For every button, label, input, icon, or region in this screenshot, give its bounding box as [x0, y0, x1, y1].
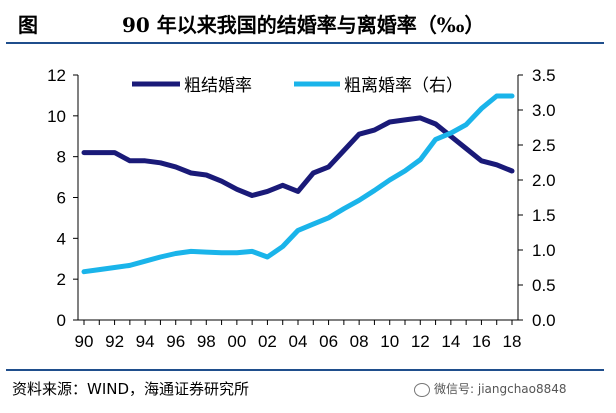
wechat-icon	[414, 382, 430, 397]
x-tick-label: 02	[258, 332, 277, 351]
x-tick-label: 96	[166, 332, 185, 351]
y-right-tick-label: 3.0	[532, 101, 556, 120]
x-tick-label: 14	[441, 332, 460, 351]
y-right-tick-label: 0.5	[532, 276, 556, 295]
x-tick-label: 10	[380, 332, 399, 351]
x-tick-label: 04	[289, 332, 308, 351]
watermark-text: 微信号: jiangchao8848	[434, 382, 567, 396]
y-left-tick-label: 8	[57, 148, 66, 167]
y-right-tick-label: 2.5	[532, 136, 556, 155]
x-tick-label: 16	[472, 332, 491, 351]
y-right-tick-label: 1.5	[532, 206, 556, 225]
chart-title: 90 年以来我国的结婚率与离婚率（‰）	[122, 13, 485, 37]
y-left-tick-label: 12	[47, 66, 66, 85]
y-right-tick-label: 1.0	[532, 241, 556, 260]
y-right-tick-label: 3.5	[532, 66, 556, 85]
x-tick-label: 94	[136, 332, 155, 351]
x-tick-label: 18	[503, 332, 522, 351]
title-bar: 图 90 年以来我国的结婚率与离婚率（‰）	[6, 4, 604, 44]
legend-label-divorce: 粗离婚率（右）	[344, 76, 463, 96]
x-tick-label: 12	[411, 332, 430, 351]
figure-label: 图	[18, 13, 38, 37]
x-tick-label: 08	[350, 332, 369, 351]
source-note: 资料来源：WIND，海通证券研究所	[12, 380, 250, 398]
y-left-tick-label: 2	[57, 270, 66, 289]
series-line-divorce-rate	[81, 93, 515, 275]
y-left-tick-label: 6	[57, 189, 66, 208]
x-tick-label: 06	[319, 332, 338, 351]
x-tick-label: 98	[197, 332, 216, 351]
x-tick-label: 00	[227, 332, 246, 351]
y-right-tick-label: 2.0	[532, 171, 556, 190]
y-left-tick-label: 0	[57, 311, 66, 330]
series-line-marriage-rate	[81, 115, 515, 198]
x-tick-label: 90	[75, 332, 94, 351]
x-tick-label: 92	[105, 332, 124, 351]
footer-rule	[6, 369, 604, 371]
y-left-tick-label: 4	[57, 229, 66, 248]
watermark: 微信号: jiangchao8848	[414, 380, 567, 397]
y-left-tick-label: 10	[47, 107, 66, 126]
legend-label-marriage: 粗结婚率	[184, 76, 252, 96]
y-right-tick-label: 0.0	[532, 311, 556, 330]
